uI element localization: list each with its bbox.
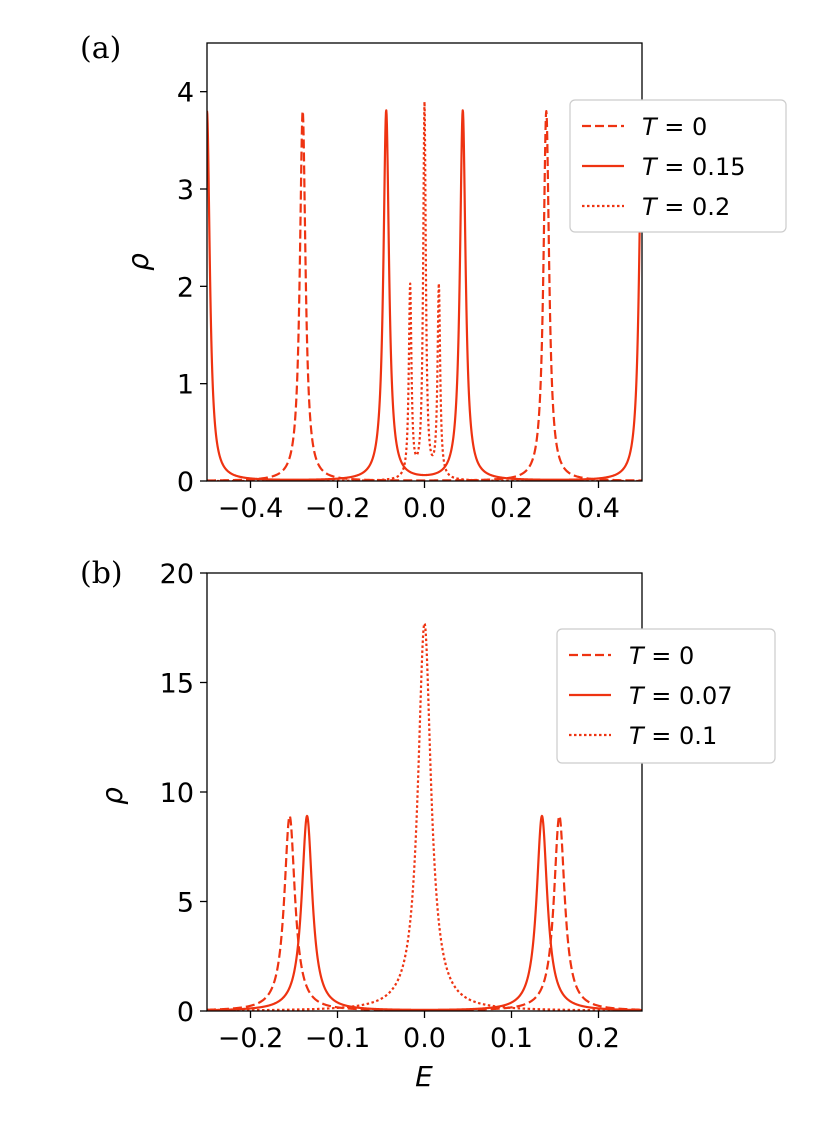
panel-b: (b) −0.2 −0.1 0.0 0.1 0.2 0 5 10 15 20 ρ E T = 0… bbox=[80, 556, 776, 1093]
series-line-b-2 bbox=[207, 622, 642, 1011]
y-tick-label-a-0: 0 bbox=[177, 467, 194, 498]
legend-a: T = 0 T = 0.15 T = 0.2 bbox=[569, 99, 787, 233]
x-tick-label-b-2: 0.0 bbox=[403, 1023, 446, 1054]
legend-label-a-1: T = 0.15 bbox=[642, 153, 745, 181]
x-tick-label-a-3: 0.2 bbox=[490, 493, 533, 524]
x-tick-label-b-3: 0.1 bbox=[490, 1023, 533, 1054]
x-tick-label-b-4: 0.2 bbox=[577, 1023, 620, 1054]
legend-box-b bbox=[556, 628, 776, 764]
y-tick-label-b-1: 5 bbox=[177, 888, 194, 919]
legend-b: T = 0 T = 0.07 T = 0.1 bbox=[556, 628, 776, 764]
legend-label-a-2: T = 0.2 bbox=[642, 193, 730, 221]
x-tick-label-a-0: −0.4 bbox=[218, 493, 284, 524]
panel-label-b: (b) bbox=[80, 556, 123, 591]
legend-label-b-2: T = 0.1 bbox=[629, 722, 717, 750]
panel-label-a: (a) bbox=[80, 31, 121, 66]
legend-label-b-0: T = 0 bbox=[629, 642, 694, 670]
y-tick-label-a-3: 3 bbox=[177, 175, 194, 206]
series-line-b-0 bbox=[207, 814, 642, 1011]
y-tick-label-a-2: 2 bbox=[177, 272, 194, 303]
x-tick-label-b-0: −0.2 bbox=[218, 1023, 284, 1054]
x-tick-label-a-4: 0.4 bbox=[577, 493, 620, 524]
y-tick-label-a-4: 4 bbox=[177, 78, 194, 109]
y-axis-label-b: ρ bbox=[96, 787, 129, 805]
x-axis-label-b: E bbox=[415, 1060, 433, 1093]
legend-label-a-0: T = 0 bbox=[642, 113, 707, 141]
x-ticks-a: −0.4 −0.2 0.0 0.2 0.4 bbox=[218, 481, 620, 524]
series-line-a-1 bbox=[207, 109, 642, 481]
legend-box-a bbox=[569, 99, 787, 233]
y-tick-label-a-1: 1 bbox=[177, 370, 194, 401]
y-axis-label-a: ρ bbox=[122, 253, 155, 271]
y-ticks-b: 0 5 10 15 20 bbox=[160, 559, 207, 1028]
curves-b bbox=[207, 622, 642, 1011]
y-tick-label-b-4: 20 bbox=[160, 559, 194, 590]
y-tick-label-b-0: 0 bbox=[177, 997, 194, 1028]
x-tick-label-a-1: −0.2 bbox=[305, 493, 371, 524]
y-ticks-a: 0 1 2 3 4 bbox=[177, 78, 207, 498]
x-tick-label-a-2: 0.0 bbox=[403, 493, 446, 524]
x-tick-label-b-1: −0.1 bbox=[305, 1023, 371, 1054]
series-line-b-1 bbox=[207, 814, 642, 1011]
y-tick-label-b-2: 10 bbox=[160, 778, 194, 809]
y-tick-label-b-3: 15 bbox=[160, 669, 194, 700]
legend-label-b-1: T = 0.07 bbox=[629, 682, 732, 710]
x-ticks-b: −0.2 −0.1 0.0 0.1 0.2 bbox=[218, 1011, 620, 1054]
